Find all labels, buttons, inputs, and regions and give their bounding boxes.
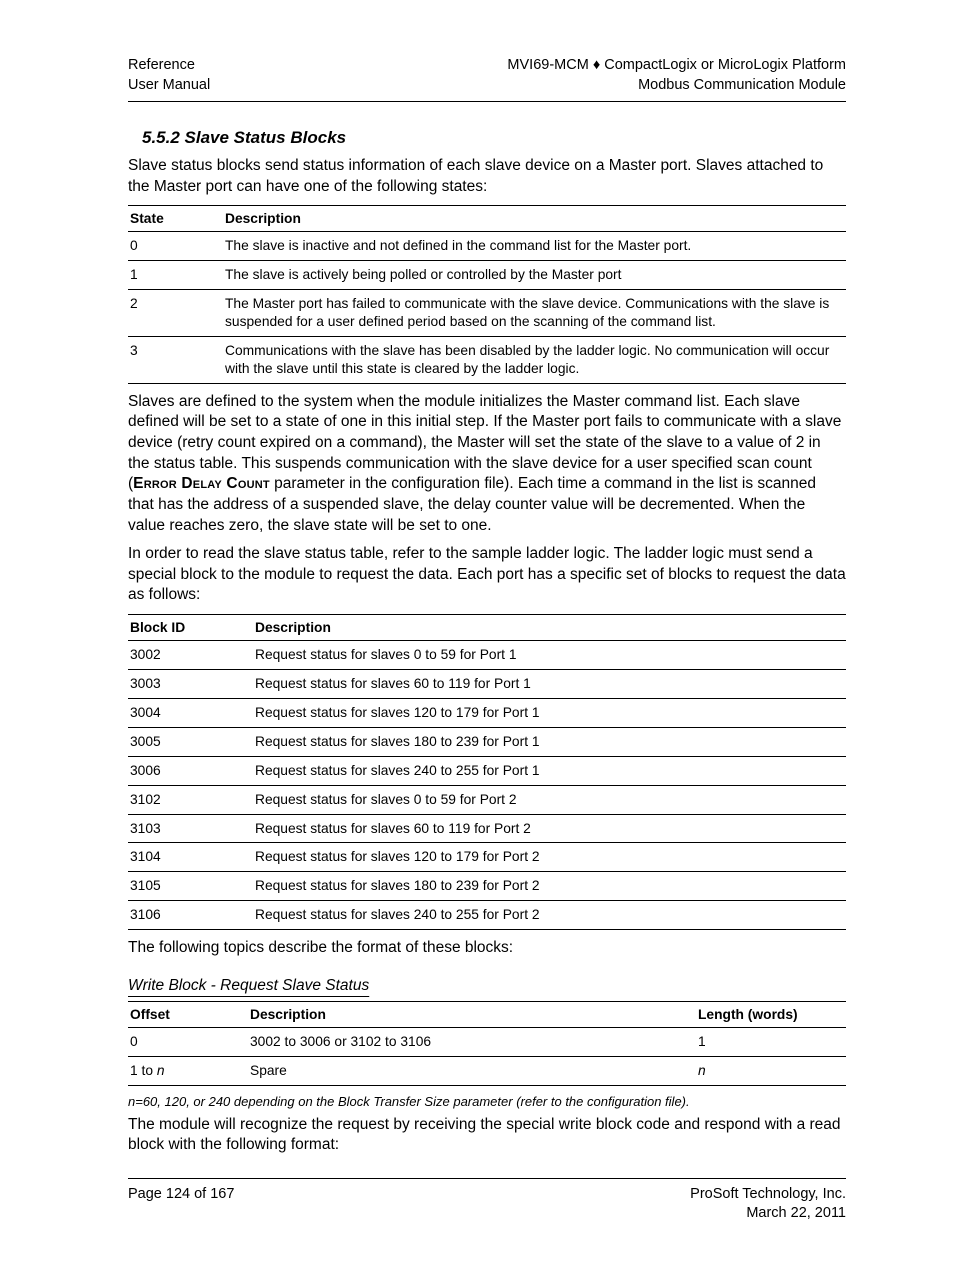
page-container: Reference User Manual MVI69-MCM ♦ Compac…: [0, 0, 954, 1264]
table-row: 3106Request status for slaves 240 to 255…: [128, 901, 846, 930]
table-row: 3103Request status for slaves 60 to 119 …: [128, 814, 846, 843]
footnote: n=60, 120, or 240 depending on the Block…: [128, 1094, 846, 1109]
offset-table: Offset Description Length (words) 0 3002…: [128, 1001, 846, 1086]
offset-n: n: [157, 1063, 165, 1078]
paragraph-4: The module will recognize the request by…: [128, 1115, 846, 1156]
footer-rule: [128, 1178, 846, 1179]
offset-col-desc: Description: [248, 1001, 696, 1027]
paragraph-1: Slaves are defined to the system when th…: [128, 392, 846, 536]
header-rule: [128, 101, 846, 102]
block-id-table: Block ID Description 3002Request status …: [128, 614, 846, 930]
table-row: 3102Request status for slaves 0 to 59 fo…: [128, 785, 846, 814]
offset-col-offset: Offset: [128, 1001, 248, 1027]
state-col-state: State: [128, 206, 223, 232]
table-row: 1 to n Spare n: [128, 1056, 846, 1085]
table-row: 3004Request status for slaves 120 to 179…: [128, 698, 846, 727]
table-row: 3006Request status for slaves 240 to 255…: [128, 756, 846, 785]
paragraph-3: The following topics describe the format…: [128, 938, 846, 959]
block-col-desc: Description: [253, 614, 846, 640]
offset-col-len: Length (words): [696, 1001, 846, 1027]
paragraph-2: In order to read the slave status table,…: [128, 544, 846, 606]
header-right-line2: Modbus Communication Module: [507, 76, 846, 96]
header-right-line1: MVI69-MCM ♦ CompactLogix or MicroLogix P…: [507, 56, 846, 76]
table-row: 3Communications with the slave has been …: [128, 337, 846, 384]
table-row: 3104Request status for slaves 120 to 179…: [128, 843, 846, 872]
table-row: 3105Request status for slaves 180 to 239…: [128, 872, 846, 901]
footer-right-line1: ProSoft Technology, Inc.: [690, 1185, 846, 1205]
header-right: MVI69-MCM ♦ CompactLogix or MicroLogix P…: [507, 56, 846, 95]
sub-heading: Write Block - Request Slave Status: [128, 977, 846, 995]
table-row: 0 3002 to 3006 or 3102 to 3106 1: [128, 1027, 846, 1056]
intro-paragraph: Slave status blocks send status informat…: [128, 156, 846, 197]
state-col-desc: Description: [223, 206, 846, 232]
table-row: 3002Request status for slaves 0 to 59 fo…: [128, 640, 846, 669]
footer-right-line2: March 22, 2011: [690, 1204, 846, 1224]
page-header: Reference User Manual MVI69-MCM ♦ Compac…: [128, 56, 846, 95]
footer-right: ProSoft Technology, Inc. March 22, 2011: [690, 1185, 846, 1224]
section-title: 5.5.2 Slave Status Blocks: [142, 128, 846, 148]
offset-1-to: 1 to: [130, 1063, 157, 1078]
table-row: 3005Request status for slaves 180 to 239…: [128, 727, 846, 756]
state-table: State Description 0The slave is inactive…: [128, 205, 846, 384]
table-row: 0The slave is inactive and not defined i…: [128, 232, 846, 261]
header-left-line2: User Manual: [128, 76, 210, 96]
header-left-line1: Reference: [128, 56, 210, 76]
table-row: 1The slave is actively being polled or c…: [128, 261, 846, 290]
footer-left: Page 124 of 167: [128, 1185, 234, 1224]
table-row: 3003Request status for slaves 60 to 119 …: [128, 669, 846, 698]
page-footer: Page 124 of 167 ProSoft Technology, Inc.…: [128, 1185, 846, 1224]
block-col-id: Block ID: [128, 614, 253, 640]
para1-smallcaps: Error Delay Count: [133, 475, 270, 492]
header-left: Reference User Manual: [128, 56, 210, 95]
table-row: 2The Master port has failed to communica…: [128, 290, 846, 337]
